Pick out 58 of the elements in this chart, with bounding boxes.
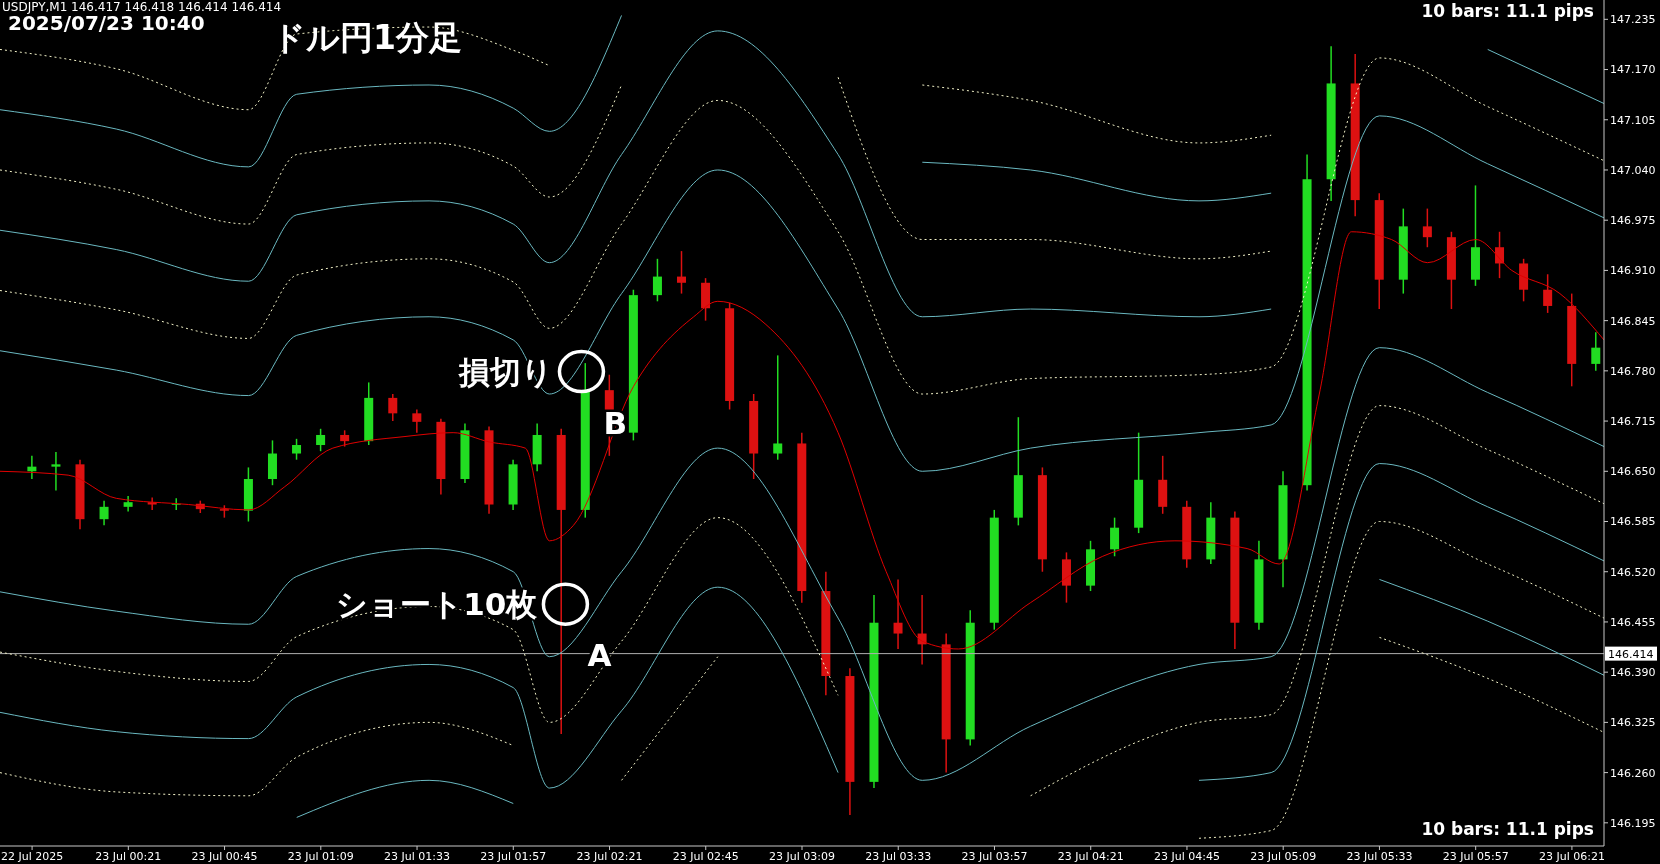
y-tick-label: 146.715: [1610, 414, 1656, 428]
y-tick-label: 147.170: [1610, 63, 1656, 77]
candlestick: [51, 451, 61, 492]
x-tick-label: 23 Jul 01:33: [384, 849, 451, 863]
y-tick-label: 146.650: [1610, 465, 1656, 479]
candlestick: [292, 438, 302, 461]
candlestick: [316, 428, 326, 452]
candlestick: [1543, 273, 1553, 314]
x-tick-label: 23 Jul 00:45: [191, 849, 258, 863]
y-tick-label: 147.040: [1610, 163, 1656, 177]
y-tick-label: 146.325: [1610, 716, 1656, 730]
candlestick: [677, 250, 686, 295]
candlestick: [652, 258, 662, 303]
x-tick-label: 23 Jul 03:57: [961, 849, 1028, 863]
x-tick-label: 23 Jul 02:45: [672, 849, 739, 863]
x-tick-label: 23 Jul 03:33: [865, 849, 932, 863]
ref-line-label: 146.414: [1608, 647, 1654, 661]
candlestick: [893, 578, 903, 650]
candlestick: [1591, 331, 1601, 372]
y-tick-label: 146.845: [1610, 314, 1656, 328]
y-tick-label: 147.235: [1610, 13, 1656, 27]
x-tick-label: 23 Jul 05:57: [1442, 849, 1509, 863]
y-tick-label: 146.780: [1610, 364, 1656, 378]
x-tick-label: 23 Jul 01:57: [480, 849, 547, 863]
line-series: [0, 57, 1604, 395]
x-tick-label: 23 Jul 02:21: [576, 849, 643, 863]
x-tick-label: 22 Jul 2025: [0, 849, 64, 863]
x-tick-label: 23 Jul 05:33: [1346, 849, 1413, 863]
candlestick: [388, 393, 398, 422]
x-tick-label: 23 Jul 05:09: [1250, 849, 1317, 863]
candlestick: [773, 354, 783, 461]
annotation: 損切り: [458, 353, 554, 390]
line-series: [0, 347, 1604, 781]
y-tick-label: 146.520: [1610, 565, 1656, 579]
y-tick-label: 146.195: [1610, 816, 1656, 830]
candlestick: [412, 408, 422, 434]
y-tick-label: 146.585: [1610, 515, 1656, 529]
x-tick-label: 23 Jul 01:09: [287, 849, 354, 863]
y-tick-label: 146.455: [1610, 615, 1656, 629]
x-tick-label: 23 Jul 06:21: [1538, 849, 1605, 863]
annotation: USDJPY,M1 146.417 146.418 146.414 146.414: [2, 0, 282, 14]
annotation: ショート10枚: [336, 586, 539, 623]
x-tick-label: 23 Jul 04:45: [1153, 849, 1220, 863]
x-tick-label: 23 Jul 03:09: [769, 849, 835, 863]
annotation: 10 bars: 11.1 pips: [1421, 1, 1594, 21]
annotation: 10 bars: 11.1 pips: [1421, 819, 1594, 839]
text: ドル円1分足: [272, 17, 462, 59]
candlestick: [99, 499, 109, 527]
x-tick-label: 23 Jul 00:21: [95, 849, 162, 863]
y-tick-label: 146.390: [1610, 666, 1656, 680]
line-series: [0, 115, 1604, 472]
candlestick: [1422, 207, 1432, 248]
y-tick-label: 146.975: [1610, 214, 1656, 228]
y-tick-label: 147.105: [1610, 113, 1656, 127]
candlestick: [1110, 516, 1120, 558]
y-tick-label: 146.910: [1610, 264, 1656, 278]
x-tick-label: 23 Jul 04:21: [1057, 849, 1124, 863]
y-tick-label: 146.260: [1610, 766, 1656, 780]
